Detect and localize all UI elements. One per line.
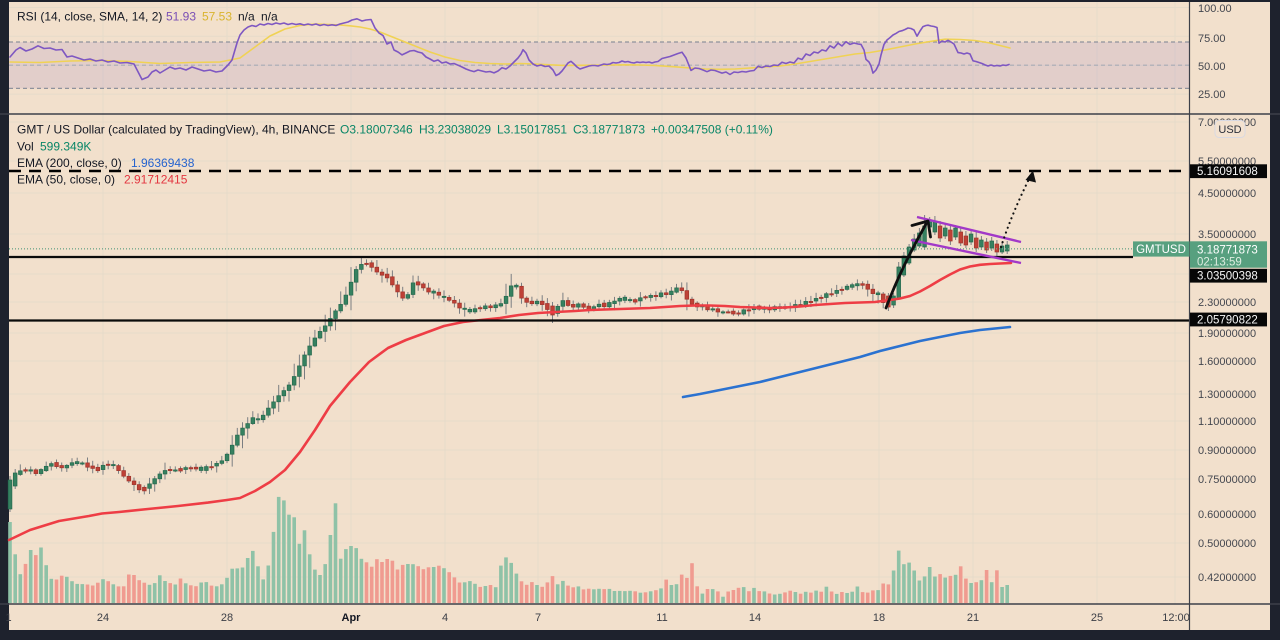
svg-text:12:00: 12:00 bbox=[1162, 612, 1190, 624]
svg-text:2.05790822: 2.05790822 bbox=[1197, 315, 1258, 327]
svg-text:2.91712415: 2.91712415 bbox=[124, 173, 188, 187]
svg-text:L3.15017851: L3.15017851 bbox=[497, 123, 567, 137]
svg-text:1.96369438: 1.96369438 bbox=[131, 156, 195, 170]
svg-text:2.30000000: 2.30000000 bbox=[1198, 297, 1256, 309]
svg-text:Apr: Apr bbox=[342, 612, 362, 624]
svg-text:GMTUSD: GMTUSD bbox=[1136, 244, 1186, 256]
svg-text:25.00: 25.00 bbox=[1198, 89, 1226, 101]
svg-text:0.42000000: 0.42000000 bbox=[1198, 572, 1256, 584]
svg-text:75.00: 75.00 bbox=[1198, 33, 1226, 45]
svg-text:GMT / US Dollar (calculated by: GMT / US Dollar (calculated by TradingVi… bbox=[17, 123, 335, 137]
svg-text:EMA (50, close, 0): EMA (50, close, 0) bbox=[17, 173, 115, 187]
svg-text:25: 25 bbox=[1091, 612, 1103, 624]
svg-text:1.90000000: 1.90000000 bbox=[1198, 328, 1256, 340]
svg-text:18: 18 bbox=[873, 612, 885, 624]
svg-text:0.60000000: 0.60000000 bbox=[1198, 509, 1256, 521]
svg-text:3.03500398: 3.03500398 bbox=[1197, 271, 1258, 283]
svg-text:0.75000000: 0.75000000 bbox=[1198, 474, 1256, 486]
svg-text:H3.23038029: H3.23038029 bbox=[419, 123, 491, 137]
svg-text:14: 14 bbox=[749, 612, 761, 624]
svg-text:1.10000000: 1.10000000 bbox=[1198, 416, 1256, 428]
svg-text:USD: USD bbox=[1218, 124, 1241, 136]
svg-text:EMA (200, close, 0): EMA (200, close, 0) bbox=[17, 156, 122, 170]
svg-text:4: 4 bbox=[442, 612, 448, 624]
svg-text:51.93: 51.93 bbox=[166, 10, 196, 24]
svg-text:24: 24 bbox=[97, 612, 109, 624]
svg-text:11: 11 bbox=[656, 612, 667, 624]
svg-text:0.50000000: 0.50000000 bbox=[1198, 538, 1256, 550]
svg-text:1: 1 bbox=[5, 612, 11, 624]
svg-text:02:13:59: 02:13:59 bbox=[1197, 256, 1242, 268]
svg-text:4.50000000: 4.50000000 bbox=[1198, 188, 1256, 200]
svg-text:50.00: 50.00 bbox=[1198, 61, 1226, 73]
svg-text:O3.18007346: O3.18007346 bbox=[340, 123, 413, 137]
svg-text:7: 7 bbox=[535, 612, 541, 624]
svg-text:1.30000000: 1.30000000 bbox=[1198, 389, 1256, 401]
svg-text:C3.18771873: C3.18771873 bbox=[573, 123, 645, 137]
svg-text:21: 21 bbox=[967, 612, 979, 624]
svg-text:599.349K: 599.349K bbox=[40, 140, 91, 154]
svg-text:3.50000000: 3.50000000 bbox=[1198, 229, 1256, 241]
svg-text:1.60000000: 1.60000000 bbox=[1198, 356, 1256, 368]
svg-text:+0.00347508 (+0.11%): +0.00347508 (+0.11%) bbox=[651, 123, 773, 137]
svg-text:0.90000000: 0.90000000 bbox=[1198, 445, 1256, 457]
svg-text:3.18771873: 3.18771873 bbox=[1197, 244, 1258, 256]
svg-text:Vol: Vol bbox=[17, 140, 34, 154]
svg-text:n/a: n/a bbox=[261, 10, 278, 24]
svg-text:5.16091608: 5.16091608 bbox=[1197, 166, 1258, 178]
svg-text:100.00: 100.00 bbox=[1198, 3, 1232, 15]
svg-text:28: 28 bbox=[221, 612, 233, 624]
svg-text:57.53: 57.53 bbox=[202, 10, 232, 24]
svg-text:n/a: n/a bbox=[238, 10, 255, 24]
svg-text:RSI (14, close, SMA, 14, 2): RSI (14, close, SMA, 14, 2) bbox=[17, 10, 162, 24]
